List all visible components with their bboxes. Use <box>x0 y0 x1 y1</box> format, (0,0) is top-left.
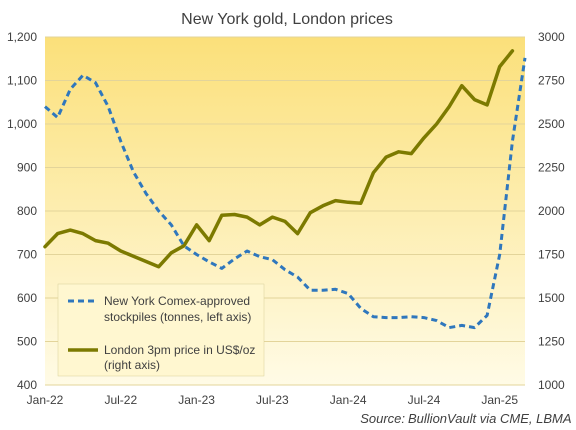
right-tick-label: 2250 <box>538 161 565 175</box>
left-axis-ticks: 400 500 600 700 800 900 1,000 1,100 1,200 <box>7 30 37 392</box>
left-tick-label: 400 <box>17 378 37 392</box>
x-tick-label: Jan-22 <box>27 393 64 407</box>
left-tick-label: 600 <box>17 291 37 305</box>
source-label: Source: <box>360 411 405 426</box>
left-tick-label: 800 <box>17 204 37 218</box>
legend-label-stockpiles-line1: New York Comex-approved <box>104 294 250 308</box>
legend-label-stockpiles-line2: stockpiles (tonnes, left axis) <box>104 310 251 324</box>
left-tick-label: 1,100 <box>7 74 37 88</box>
x-tick-label: Jan-23 <box>178 393 215 407</box>
legend-box <box>57 283 265 377</box>
right-tick-label: 1500 <box>538 291 565 305</box>
right-tick-label: 1750 <box>538 248 565 262</box>
legend-label-price-line2: (right axis) <box>104 358 160 372</box>
right-tick-label: 2750 <box>538 74 565 88</box>
chart-title: New York gold, London prices <box>181 11 393 28</box>
x-tick-label: Jan-24 <box>330 393 367 407</box>
left-tick-label: 700 <box>17 248 37 262</box>
x-tick-label: Jul-22 <box>104 393 137 407</box>
x-tick-label: Jul-24 <box>408 393 441 407</box>
left-tick-label: 500 <box>17 335 37 349</box>
right-tick-label: 1000 <box>538 378 565 392</box>
right-tick-label: 2000 <box>538 204 565 218</box>
x-axis-ticks: Jan-22 Jul-22 Jan-23 Jul-23 Jan-24 Jul-24 Jan-… <box>27 393 519 407</box>
left-tick-label: 1,200 <box>7 30 37 44</box>
left-tick-label: 900 <box>17 161 37 175</box>
x-tick-label: Jan-25 <box>481 393 518 407</box>
series-line-price <box>43 49 515 269</box>
right-tick-label: 2500 <box>538 117 565 131</box>
legend-label-price-line1: London 3pm price in US$/oz <box>104 343 255 357</box>
series-line-stockpiles <box>44 57 527 330</box>
right-tick-label: 3000 <box>538 30 565 44</box>
x-tick-label: Jul-23 <box>256 393 289 407</box>
right-tick-label: 1250 <box>538 335 565 349</box>
source-text: BullionVault via CME, LBMA <box>408 411 572 426</box>
left-tick-label: 1,000 <box>7 117 37 131</box>
right-axis-ticks: 1000 1250 1500 1750 2000 2250 2500 2750 3000 <box>538 30 565 392</box>
legend: New York Comex-approved stockpiles (tonn… <box>57 283 265 377</box>
series-layer <box>43 49 527 330</box>
